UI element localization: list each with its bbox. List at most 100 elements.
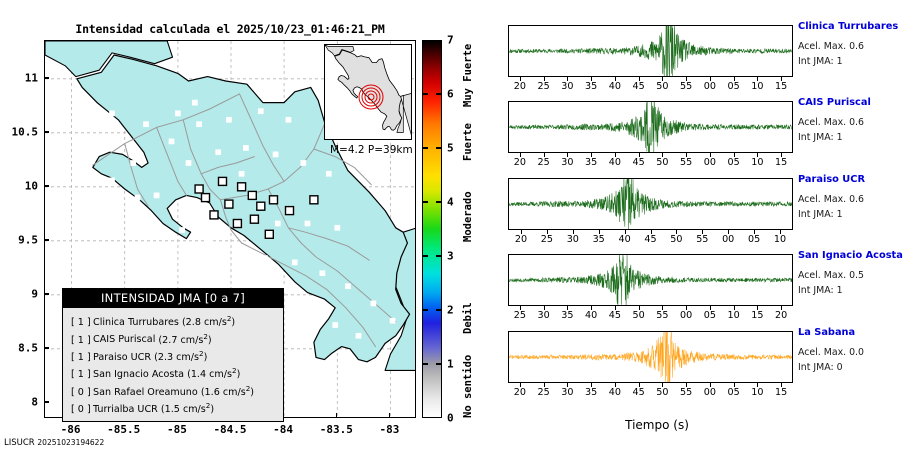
colorbar-tick: [422, 363, 428, 365]
waveform-trace: [509, 179, 792, 229]
legend-station-accel: (1.6 cm/s2): [200, 383, 255, 398]
waveform-panel[interactable]: [508, 178, 793, 230]
colorbar-tick: [422, 309, 428, 311]
waveform-x-tick-label: 40: [608, 387, 621, 398]
waveform-x-tick: [591, 383, 593, 387]
waveform-x-tick: [598, 230, 600, 234]
waveform-panel[interactable]: [508, 254, 793, 306]
epicenter-ring-4: [358, 84, 384, 110]
waveform-panel[interactable]: [508, 25, 793, 77]
waveform-x-tick: [686, 383, 688, 387]
legend-row: [ 1 ] CAIS Puriscal (2.7 cm/s2): [71, 329, 277, 346]
waveform-x-tick: [686, 153, 688, 157]
legend-station-accel: (1.4 cm/s2): [187, 366, 241, 381]
waveform-x-tick-label: 35: [592, 234, 605, 245]
legend-station-name: Turrialba UCR: [93, 404, 158, 416]
map-y-tick: [44, 293, 49, 295]
waveform-x-tick-label: 20: [513, 81, 526, 92]
legend-station-name: Paraiso UCR: [93, 351, 152, 363]
colorbar-tick: [436, 363, 442, 365]
map-y-tick-label: 10: [24, 179, 38, 193]
colorbar-tick-label: 5: [447, 141, 454, 155]
colorbar-tick-label: 2: [447, 303, 454, 317]
waveform-x-tick: [567, 77, 569, 81]
waveform-x-tick-label: 20: [513, 157, 526, 168]
waveform-x-tick-label: 00: [703, 81, 716, 92]
waveform-station-name: La Sabana: [798, 327, 856, 338]
map-y-tick: [44, 347, 49, 349]
legend-station-accel: (2.7 cm/s2): [158, 331, 212, 346]
map-x-tick-label: -84: [273, 423, 294, 436]
waveform-x-tick-label: 45: [632, 81, 645, 92]
waveform-x-tick: [521, 230, 522, 234]
map-y-tick: [44, 77, 49, 79]
colorbar-tick: [436, 147, 442, 149]
epicenter-inset-map[interactable]: [324, 44, 412, 140]
waveform-x-tick: [543, 383, 545, 387]
waveform-accel-max: Acel. Max. 0.6: [798, 194, 864, 205]
colorbar-category-label: Moderado: [462, 191, 474, 242]
waveform-x-tick: [757, 77, 759, 81]
waveform-x-tick: [519, 383, 521, 387]
map-x-tick-label: -85: [166, 423, 187, 436]
legend-intensity-bracket: [ 0 ]: [71, 386, 91, 398]
waveform-x-tick-label: 55: [656, 310, 669, 321]
waveform-int-jma: Int JMA: 1: [798, 285, 843, 296]
waveform-accel-max: Acel. Max. 0.6: [798, 41, 864, 52]
waveform-x-tick: [757, 306, 759, 310]
colorbar-tick: [436, 255, 442, 257]
waveform-x-tick: [567, 383, 569, 387]
time-axis-title: Tiempo (s): [625, 418, 689, 432]
waveform-panel[interactable]: [508, 331, 793, 383]
waveform-x-tick: [543, 153, 545, 157]
waveform-x-tick-label: 25: [537, 387, 550, 398]
colorbar-category-label: No sentido: [462, 354, 474, 418]
waveform-x-tick-label: 55: [679, 81, 693, 92]
waveform-x-tick: [662, 306, 664, 310]
map-x-tick-label: -84.5: [213, 423, 247, 436]
legend-station-name: San Rafael Oreamuno: [93, 386, 198, 398]
waveform-x-tick: [543, 306, 545, 310]
waveform-x-tick-label: 10: [751, 157, 764, 168]
waveform-x-tick: [733, 153, 735, 157]
map-y-tick: [44, 185, 49, 187]
waveform-x-tick-label: 30: [566, 234, 579, 245]
waveform-int-jma: Int JMA: 1: [798, 56, 843, 67]
map-x-tick-label: -83.5: [319, 423, 353, 436]
waveform-x-tick-label: 40: [584, 310, 598, 321]
waveform-x-tick-label: 35: [561, 310, 574, 321]
waveform-x-tick: [781, 383, 783, 387]
colorbar-category-label: Debil: [462, 302, 474, 334]
waveform-x-tick-label: 25: [513, 310, 526, 321]
legend-intensity-bracket: [ 0 ]: [71, 404, 91, 416]
waveform-x-tick: [757, 383, 759, 387]
map-y-tick-label: 8: [31, 395, 38, 409]
waveform-x-tick-label: 30: [537, 310, 550, 321]
waveform-x-tick: [686, 306, 688, 310]
legend-row: [ 1 ] San Ignacio Acosta (1.4 cm/s2): [71, 364, 277, 381]
waveform-x-tick: [614, 383, 616, 387]
waveform-x-tick-label: 05: [703, 310, 716, 321]
waveform-x-tick: [709, 153, 711, 157]
waveform-x-tick: [638, 77, 640, 81]
waveform-x-tick: [757, 153, 759, 157]
waveform-panel[interactable]: [508, 101, 793, 153]
waveform-x-tick: [572, 230, 574, 234]
map-y-tick: [44, 131, 49, 133]
waveform-trace: [509, 102, 792, 152]
legend-intensity-bracket: [ 1 ]: [71, 334, 91, 346]
waveform-x-tick-label: 25: [537, 157, 550, 168]
waveform-x-tick: [733, 383, 735, 387]
colorbar-tick: [422, 147, 428, 149]
waveform-trace: [509, 332, 792, 382]
waveform-x-tick: [781, 153, 783, 157]
map-y-tick: [44, 401, 49, 403]
waveform-x-tick: [781, 306, 783, 310]
waveform-x-tick: [728, 230, 730, 234]
colorbar-tick: [436, 309, 442, 311]
waveform-accel-max: Acel. Max. 0.5: [798, 270, 864, 281]
legend-intensity-bracket: [ 1 ]: [71, 369, 91, 381]
waveform-x-tick-label: 45: [608, 310, 621, 321]
legend-station-name: San Ignacio Acosta: [93, 369, 185, 381]
colorbar-tick-label: 3: [447, 249, 454, 263]
